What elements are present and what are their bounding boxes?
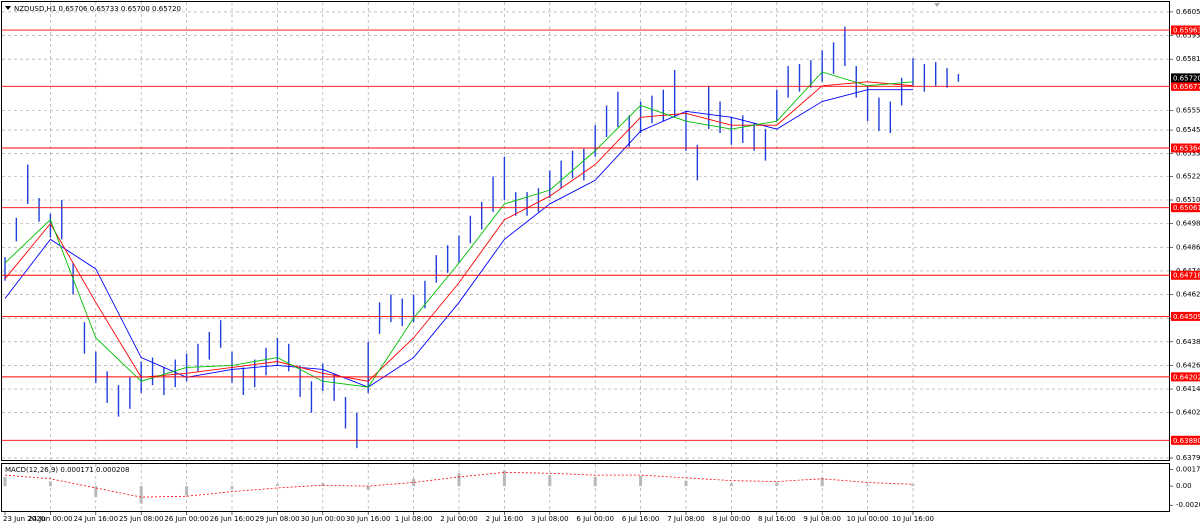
macd-signal xyxy=(4,471,914,498)
x-tick-label: 8 Jul 00:00 xyxy=(713,515,751,523)
level-label: 0.63880 xyxy=(1173,437,1200,445)
macd-bar xyxy=(775,482,779,487)
x-tick-label: 30 Jun 00:00 xyxy=(301,515,345,523)
macd-bar xyxy=(185,486,189,496)
level-label: 0.65061 xyxy=(1173,204,1200,212)
x-tick-label: 23 Jun 2020 xyxy=(3,515,45,523)
macd-bar xyxy=(502,470,506,487)
y-tick-label: 0.00 xyxy=(1176,482,1192,490)
x-tick-label: 10 Jul 16:00 xyxy=(892,515,934,523)
x-tick-label: 6 Jul 00:00 xyxy=(576,515,614,523)
x-tick-label: 2 Jul 16:00 xyxy=(486,515,524,523)
macd-bar xyxy=(94,486,98,498)
x-tick-label: 24 Jun 16:00 xyxy=(74,515,118,523)
level-tag xyxy=(1171,435,1200,445)
macd-title: MACD(12,26,9) 0.000171 0.000208 xyxy=(5,466,129,474)
x-tick-label: 8 Jul 16:00 xyxy=(758,515,796,523)
level-label: 0.64509 xyxy=(1173,313,1200,321)
level-tag xyxy=(1171,25,1200,35)
level-tag xyxy=(1171,270,1200,280)
x-tick-label: 26 Jun 00:00 xyxy=(164,515,208,523)
current-price-label: 0.65720 xyxy=(1173,74,1200,82)
macd-bar xyxy=(321,483,325,487)
level-tag xyxy=(1171,203,1200,213)
macd-bar xyxy=(3,476,7,487)
shift-marker xyxy=(934,3,940,7)
y-tick-label: 0.001797 xyxy=(1176,466,1200,474)
level-label: 0.64718 xyxy=(1173,272,1200,280)
y-tick-label: 0.66055 xyxy=(1176,8,1200,16)
y-tick-label: 0.65555 xyxy=(1176,106,1200,114)
level-label: 0.64202 xyxy=(1173,373,1200,381)
macd-bar xyxy=(820,477,824,487)
level-label: 0.65364 xyxy=(1173,145,1200,153)
macd-bar xyxy=(684,480,688,487)
level-label: 0.65677 xyxy=(1173,83,1200,91)
level-label: 0.65963 xyxy=(1173,27,1200,35)
x-tick-label: 6 Jul 16:00 xyxy=(622,515,660,523)
macd-bar xyxy=(866,485,870,487)
moving-average xyxy=(4,81,914,382)
x-tick-label: 24 Jun 00:00 xyxy=(28,515,72,523)
macd-bar xyxy=(457,473,461,487)
macd-bar xyxy=(412,478,416,487)
level-tag xyxy=(1171,143,1200,153)
x-tick-label: 25 Jun 08:00 xyxy=(119,515,163,523)
current-price-tag xyxy=(1171,73,1200,83)
macd-bar xyxy=(911,484,915,487)
macd-frame xyxy=(1,463,1170,512)
x-tick-label: 9 Jul 08:00 xyxy=(803,515,841,523)
menu-arrow[interactable] xyxy=(5,6,11,10)
macd-bar xyxy=(366,486,370,490)
y-tick-label: 0.65815 xyxy=(1176,55,1200,63)
macd-bar xyxy=(275,484,279,487)
y-tick-label: 0.65335 xyxy=(1176,150,1200,158)
x-tick-label: 2 Jul 00:00 xyxy=(440,515,478,523)
level-tag xyxy=(1171,372,1200,382)
x-tick-label: 29 Jun 08:00 xyxy=(255,515,299,523)
macd-bar xyxy=(729,483,733,487)
macd-bar xyxy=(548,475,552,487)
macd-bar xyxy=(230,486,234,489)
y-tick-label: 0.65455 xyxy=(1176,126,1200,134)
x-tick-label: 3 Jul 08:00 xyxy=(531,515,569,523)
chart-title: NZDUSD,H1 0.65706 0.65733 0.65700 0.6572… xyxy=(14,5,181,13)
x-tick-label: 26 Jun 16:00 xyxy=(210,515,254,523)
level-tag xyxy=(1171,311,1200,321)
macd-bar xyxy=(139,486,143,504)
y-tick-label: 0.65935 xyxy=(1176,32,1200,40)
price-frame xyxy=(1,1,1170,461)
macd-bar xyxy=(639,476,643,487)
y-tick-label: -0.00208 xyxy=(1176,501,1200,509)
x-tick-label: 1 Jul 08:00 xyxy=(395,515,433,523)
macd-bar xyxy=(48,481,52,487)
x-tick-label: 10 Jul 00:00 xyxy=(847,515,889,523)
x-tick-label: 30 Jun 16:00 xyxy=(346,515,390,523)
macd-bar xyxy=(593,476,597,487)
level-tag xyxy=(1171,81,1200,91)
x-tick-label: 7 Jul 08:00 xyxy=(667,515,705,523)
